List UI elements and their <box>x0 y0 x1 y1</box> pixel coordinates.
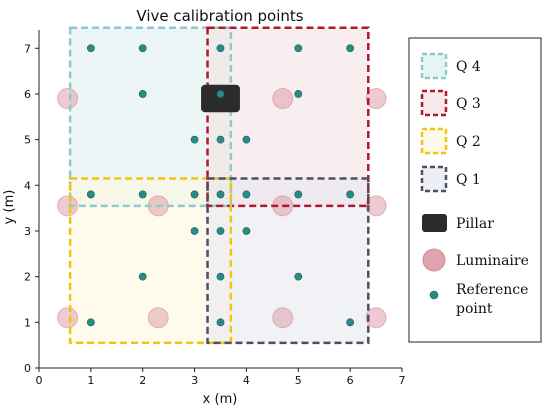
y-tick-label: 0 <box>24 362 31 375</box>
x-tick-label: 5 <box>295 374 302 387</box>
luminaire-marker <box>272 307 294 329</box>
quadrant-fill-q4 <box>70 27 231 206</box>
y-tick-label: 7 <box>24 42 31 55</box>
reference-point <box>294 272 303 281</box>
y-tick-label: 1 <box>24 316 31 329</box>
legend-label: Q 3 <box>456 96 481 112</box>
reference-point <box>294 90 303 98</box>
reference-point <box>138 272 147 281</box>
legend-reference-swatch <box>429 290 439 300</box>
reference-point <box>242 135 251 144</box>
reference-point <box>294 190 303 199</box>
quadrant-outline-q4 <box>68 26 233 208</box>
x-tick-label: 3 <box>191 374 198 387</box>
reference-point <box>86 44 95 53</box>
reference-point <box>216 90 225 98</box>
y-tick-label: 6 <box>24 88 31 101</box>
x-tick-label: 1 <box>87 374 94 387</box>
luminaire-marker <box>147 307 169 329</box>
reference-point <box>346 318 355 327</box>
reference-point <box>190 135 199 144</box>
axes: 0 1 2 3 4 5 6 7 0 1 2 3 4 5 6 7 <box>24 30 406 387</box>
y-tick-label: 3 <box>24 225 31 238</box>
reference-point <box>346 190 355 199</box>
reference-point <box>216 135 225 144</box>
legend-label: Q 1 <box>456 172 481 188</box>
quadrant-fill-q3 <box>207 27 369 206</box>
legend-pillar-swatch <box>422 214 447 232</box>
quadrant-outline-q2 <box>68 177 233 345</box>
luminaire-marker <box>272 88 294 110</box>
legend-quadrant-swatch <box>420 127 448 155</box>
x-axis-label: x (m) <box>203 392 238 407</box>
reference-point <box>294 44 303 53</box>
reference-point <box>216 318 225 327</box>
quadrant-outline-q1 <box>206 177 370 345</box>
legend-label: Q 4 <box>456 59 481 75</box>
reference-point <box>138 90 147 98</box>
reference-point <box>138 190 147 199</box>
legend-luminaire-swatch <box>422 248 446 272</box>
reference-point <box>86 318 95 327</box>
pillar-marker <box>201 84 240 113</box>
reference-point <box>216 44 225 53</box>
y-axis-label: y (m) <box>2 190 17 225</box>
chart-title: Vive calibration points <box>136 7 303 25</box>
luminaire-marker <box>365 307 387 329</box>
legend-label: Pillar <box>456 216 494 232</box>
quadrant-outline-q3 <box>206 26 370 208</box>
x-tick-label: 4 <box>243 374 250 387</box>
luminaire-marker <box>57 88 79 110</box>
x-tick-label: 0 <box>36 374 43 387</box>
x-tick-label: 7 <box>399 374 406 387</box>
luminaire-marker <box>57 195 79 217</box>
reference-point <box>216 227 225 235</box>
luminaire-marker <box>57 307 79 329</box>
legend-label: Q 2 <box>456 134 481 150</box>
y-tick-label: 5 <box>24 134 31 147</box>
plot-area <box>57 26 387 345</box>
reference-point <box>138 44 147 53</box>
reference-point <box>242 227 251 235</box>
luminaire-marker <box>365 88 387 110</box>
legend-label: Luminaire <box>456 253 529 269</box>
reference-point <box>216 272 225 281</box>
y-tick-label: 4 <box>24 179 31 192</box>
legend-quadrant-swatch <box>420 89 448 117</box>
reference-point <box>190 227 199 235</box>
reference-point <box>190 190 199 199</box>
x-tick-label: 6 <box>347 374 354 387</box>
reference-point <box>346 44 355 53</box>
x-tick-label: 2 <box>139 374 146 387</box>
reference-point <box>86 190 95 199</box>
legend-quadrant-swatch <box>420 165 448 193</box>
legend: Q 4 Q 3 Q 2 Q 1 Pillar Luminaire Reference poin… <box>408 37 542 343</box>
reference-point <box>242 190 251 199</box>
y-tick-label: 2 <box>24 271 31 284</box>
legend-quadrant-swatch <box>420 52 448 80</box>
legend-label: Reference point <box>456 282 528 317</box>
reference-point <box>216 190 225 199</box>
